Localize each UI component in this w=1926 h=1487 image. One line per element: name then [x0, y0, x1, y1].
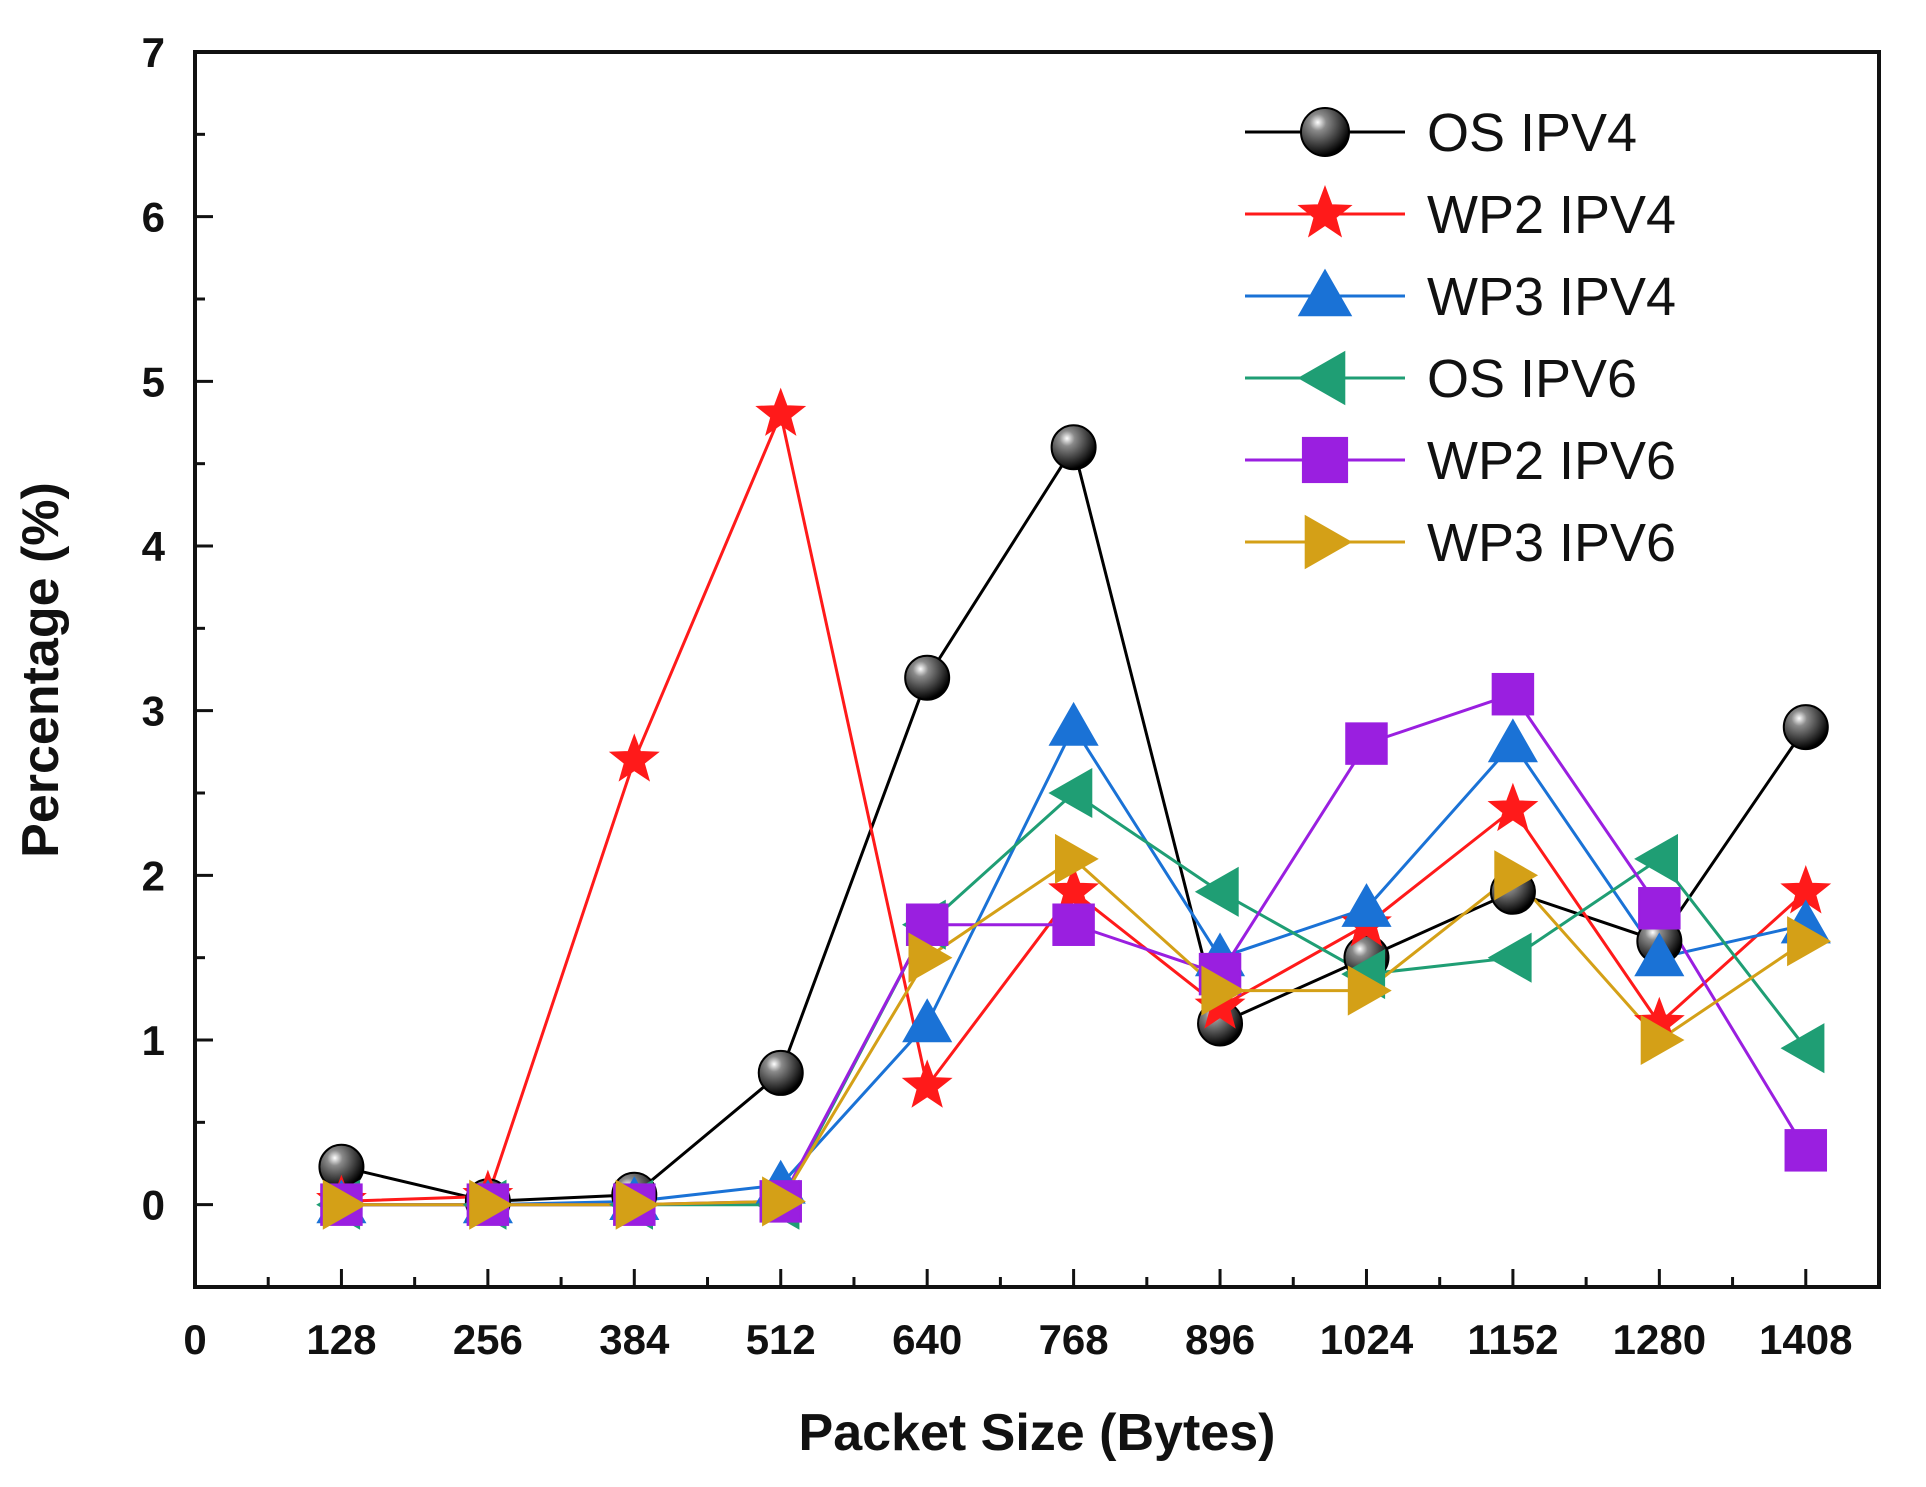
data-point — [901, 1059, 953, 1108]
x-tick-label: 128 — [306, 1316, 376, 1363]
data-point — [1347, 965, 1392, 1016]
x-tick-label: 1152 — [1467, 1316, 1558, 1363]
data-point — [904, 654, 951, 701]
x-tick-label: 384 — [599, 1316, 670, 1363]
data-point — [1780, 1023, 1825, 1074]
legend-marker — [1301, 436, 1349, 484]
data-point — [1194, 866, 1239, 917]
data-point — [755, 387, 807, 436]
data-point — [1634, 932, 1685, 977]
y-axis-title: Percentage (%) — [12, 482, 70, 858]
series-markers — [316, 387, 1832, 1230]
data-point — [1048, 701, 1099, 746]
x-tick-label: 640 — [892, 1316, 962, 1363]
data-point — [469, 1179, 514, 1230]
x-tick-label: 1024 — [1320, 1316, 1414, 1363]
data-point — [1050, 424, 1097, 471]
data-point — [1055, 833, 1099, 884]
y-tick-label: 6 — [142, 194, 165, 241]
x-axis-title: Packet Size (Bytes) — [799, 1404, 1276, 1462]
data-point — [322, 1179, 367, 1230]
data-point — [1494, 850, 1539, 901]
data-point — [608, 733, 660, 782]
data-point — [1487, 932, 1532, 983]
data-point — [902, 998, 953, 1043]
x-tick-label: 896 — [1185, 1316, 1255, 1363]
plot-frame — [193, 50, 1881, 1289]
y-tick-label: 1 — [142, 1017, 165, 1064]
x-tick-label: 0 — [183, 1316, 206, 1363]
y-tick-label: 4 — [142, 523, 166, 570]
data-point — [1634, 833, 1678, 884]
legend-marker — [1297, 268, 1353, 317]
data-point — [1345, 722, 1388, 765]
data-point — [1048, 767, 1093, 819]
data-point — [908, 932, 953, 983]
legend-marker — [1297, 350, 1346, 406]
data-point — [1052, 903, 1095, 946]
data-point — [615, 1179, 660, 1230]
data-point — [1784, 1129, 1828, 1172]
data-point — [1787, 916, 1832, 967]
legend-label: WP3 IPV6 — [1427, 513, 1676, 573]
axis-ticks: 0 128 256 384 512 640 768 896 1024 1152 1280 140801… — [142, 29, 1881, 1363]
legend-label: OS IPV6 — [1427, 349, 1637, 409]
legend: OS IPV4 WP2 IPV4 WP3 IPV4 OS IPV6 WP2 IPV6 WP… — [1245, 103, 1676, 573]
y-tick-label: 0 — [142, 1182, 165, 1229]
legend-label: OS IPV4 — [1427, 103, 1637, 163]
x-tick-label: 768 — [1039, 1316, 1109, 1363]
data-point — [1487, 718, 1538, 763]
legend-marker — [1300, 107, 1350, 157]
x-tick-label: 256 — [453, 1316, 523, 1363]
series-line-wp2-ipv6 — [341, 692, 1808, 1207]
data-point — [1640, 1014, 1685, 1066]
data-point — [1048, 865, 1100, 914]
data-point — [1638, 887, 1681, 930]
y-tick-label: 3 — [142, 688, 165, 735]
x-tick-label: 512 — [746, 1316, 816, 1363]
legend-label: WP2 IPV6 — [1427, 431, 1676, 491]
legend-label: WP3 IPV4 — [1427, 267, 1676, 327]
data-point — [1201, 965, 1246, 1016]
legend-marker — [1297, 184, 1353, 238]
legend-label: WP2 IPV4 — [1427, 185, 1676, 245]
data-point — [1491, 672, 1535, 716]
y-tick-label: 7 — [142, 29, 165, 76]
x-tick-label: 1280 — [1613, 1316, 1706, 1363]
y-tick-label: 5 — [142, 358, 165, 405]
x-tick-label: 1408 — [1759, 1316, 1852, 1363]
data-point — [1341, 883, 1392, 927]
data-point — [757, 1049, 804, 1096]
data-point — [762, 1176, 806, 1227]
data-point — [1782, 704, 1829, 751]
legend-marker — [1304, 514, 1353, 570]
y-tick-label: 2 — [142, 852, 165, 899]
data-point — [1487, 782, 1539, 832]
